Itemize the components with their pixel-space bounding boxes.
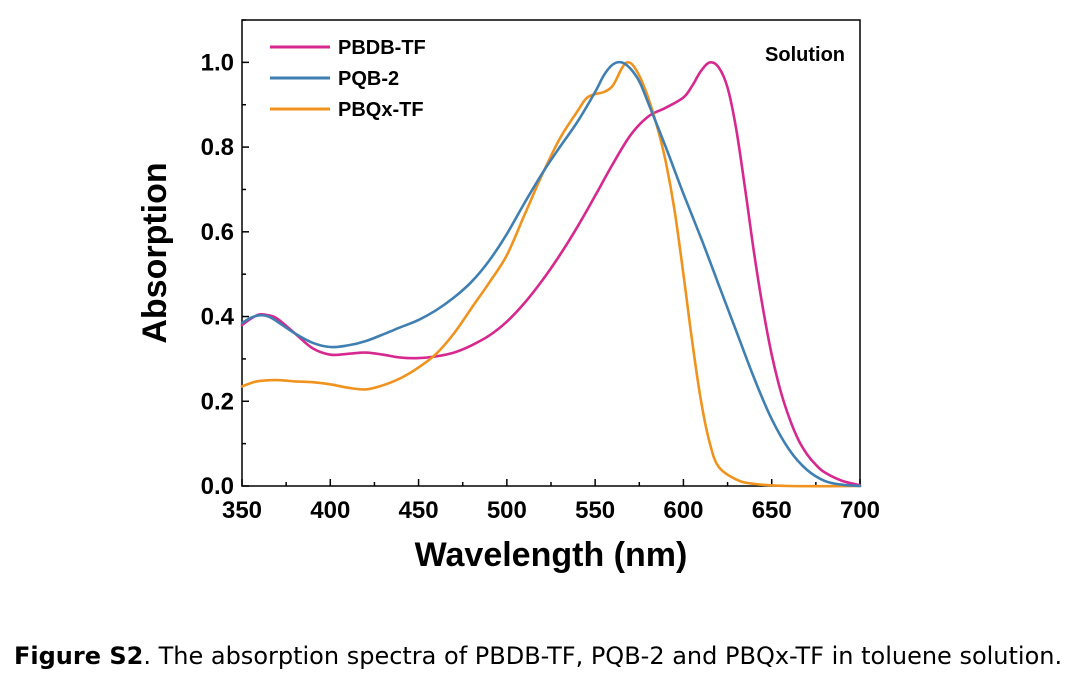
caption-label: Figure S2 — [14, 642, 144, 670]
y-axis-title: Absorption — [136, 162, 174, 343]
axis-ticks — [241, 19, 861, 487]
absorption-chart: 350 400 450 500 550 600 650 700 0.0 0.2 0.4 0.6 0.8… — [136, 19, 880, 574]
legend-label-pqb-2: PQB-2 — [338, 68, 399, 90]
series-line-pbqx-tf — [240, 60, 862, 488]
y-tick-label: 0.2 — [201, 388, 234, 415]
legend: PBDB-TF PQB-2 PBQx-TF — [270, 37, 426, 121]
plot-frame — [241, 19, 861, 487]
x-tick-label: 550 — [575, 497, 615, 524]
y-tick-labels: 0.0 0.2 0.4 0.6 0.8 1.0 — [201, 49, 235, 500]
y-tick-label: 1.0 — [201, 49, 234, 76]
y-tick-label: 0.6 — [201, 219, 234, 246]
x-tick-label: 350 — [222, 497, 262, 524]
x-tick-label: 600 — [663, 497, 703, 524]
series-line-pqb-2 — [240, 60, 862, 488]
figure-caption: Figure S2. The absorption spectra of PBD… — [14, 642, 1074, 670]
caption-text: . The absorption spectra of PBDB-TF, PQB… — [143, 642, 1063, 670]
x-tick-label: 400 — [310, 497, 350, 524]
y-tick-label: 0.4 — [201, 304, 235, 331]
legend-label-pbqx-tf: PBQx-TF — [338, 99, 424, 121]
x-tick-label: 700 — [840, 497, 880, 524]
x-tick-label: 650 — [752, 497, 792, 524]
x-tick-label: 500 — [487, 497, 527, 524]
series-lines — [240, 60, 862, 488]
legend-label-pbdb-tf: PBDB-TF — [338, 37, 426, 59]
series-line-pbdb-tf — [240, 60, 862, 487]
y-tick-label: 0.8 — [201, 134, 234, 161]
solution-annotation: Solution — [765, 44, 845, 66]
y-tick-label: 0.0 — [201, 473, 234, 500]
x-tick-label: 450 — [399, 497, 439, 524]
x-axis-title: Wavelength (nm) — [415, 536, 688, 574]
x-tick-labels: 350 400 450 500 550 600 650 700 — [222, 497, 880, 524]
